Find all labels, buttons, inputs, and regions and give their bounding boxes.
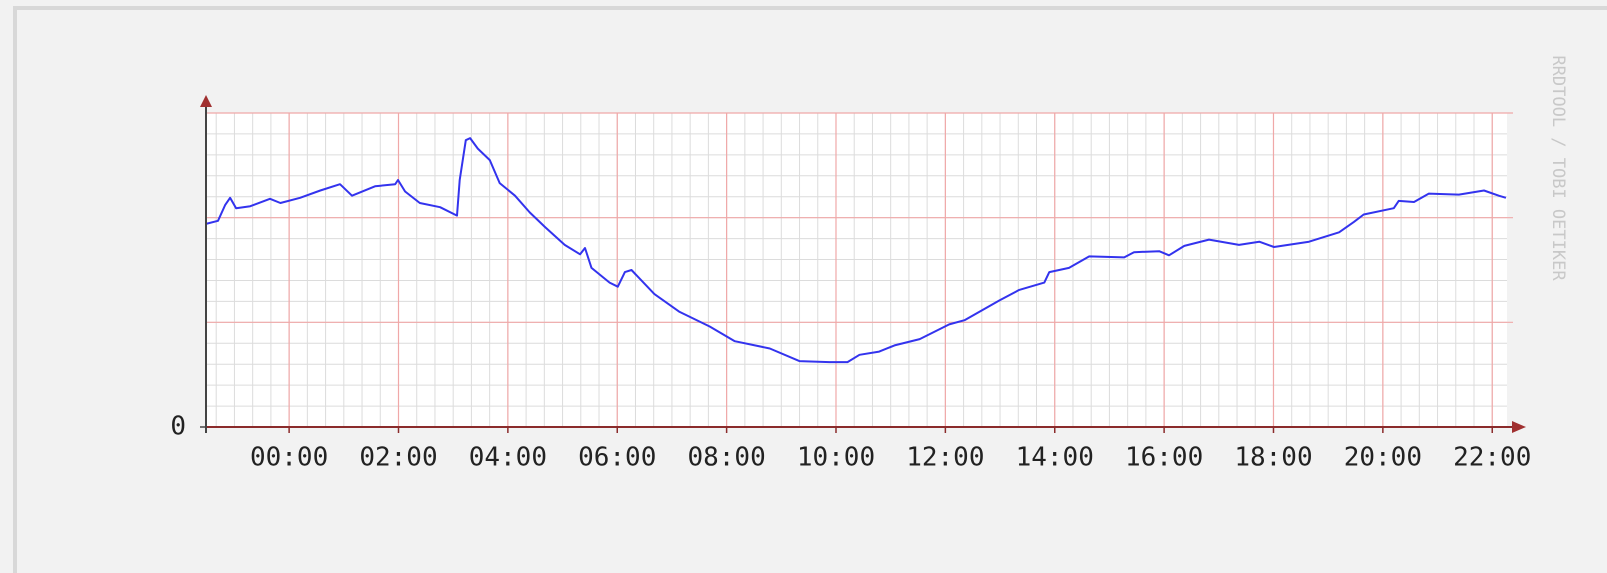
x-tick-label: 20:00 [1344, 443, 1422, 473]
x-tick-label: 08:00 [687, 443, 765, 473]
x-tick-label: 06:00 [578, 443, 656, 473]
x-tick-label: 14:00 [1016, 443, 1094, 473]
x-tick-label: 04:00 [469, 443, 547, 473]
plot [205, 137, 1507, 364]
frame [13, 6, 1607, 573]
grid [206, 112, 1513, 427]
plot-area [206, 113, 1507, 427]
y-arrow [200, 95, 212, 107]
x-tick-label: 12:00 [906, 443, 984, 473]
axes [200, 95, 1526, 433]
x-tick-label: 10:00 [797, 443, 875, 473]
x-tick-label: 22:00 [1453, 443, 1531, 473]
x-tick-label: 02:00 [359, 443, 437, 473]
line [205, 137, 1507, 364]
x-tick-label: 18:00 [1234, 443, 1312, 473]
x-tick-label: 16:00 [1125, 443, 1203, 473]
y-tick-label: 0 [170, 412, 186, 442]
x-tick-label: 00:00 [250, 443, 328, 473]
x-arrow [1512, 421, 1526, 433]
watermark: RRDTOOL / TOBI OETIKER [1548, 55, 1568, 281]
